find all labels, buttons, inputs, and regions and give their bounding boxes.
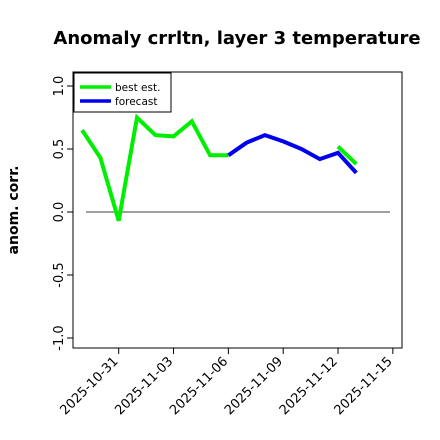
y-tick-label: -1.0 bbox=[52, 325, 67, 350]
y-tick-label: 0.0 bbox=[52, 202, 67, 223]
y-axis-label: anom. corr. bbox=[6, 166, 22, 255]
x-tick-label: 2025-11-03 bbox=[112, 354, 176, 418]
x-tick-label: 2025-11-09 bbox=[222, 354, 286, 418]
series-line-best-est-continued- bbox=[336, 145, 358, 166]
legend-label-best-est: best est. bbox=[115, 82, 160, 94]
x-axis: 2025-10-312025-11-032025-11-062025-11-09… bbox=[57, 348, 396, 418]
x-tick-label: 2025-10-31 bbox=[57, 354, 121, 418]
legend: best est. forecast bbox=[73, 72, 172, 113]
series-layer bbox=[80, 113, 358, 222]
series-line-forecast bbox=[227, 132, 358, 175]
chart-title: Anomaly crrltn, layer 3 temperature bbox=[53, 28, 420, 49]
y-tick-label: 0.5 bbox=[52, 139, 67, 160]
y-tick-label: 1.0 bbox=[52, 76, 67, 97]
x-tick-label: 2025-11-12 bbox=[277, 354, 341, 418]
y-tick-label: -0.5 bbox=[52, 262, 67, 287]
x-tick-label: 2025-11-15 bbox=[332, 354, 396, 418]
plot-frame bbox=[72, 71, 403, 349]
x-tick-label: 2025-11-06 bbox=[167, 354, 231, 418]
legend-box bbox=[73, 72, 172, 113]
legend-label-forecast: forecast bbox=[115, 96, 157, 108]
series-line-best-est- bbox=[80, 113, 229, 222]
y-axis: -1.0 -0.5 0.0 0.5 1.0 bbox=[52, 76, 73, 351]
